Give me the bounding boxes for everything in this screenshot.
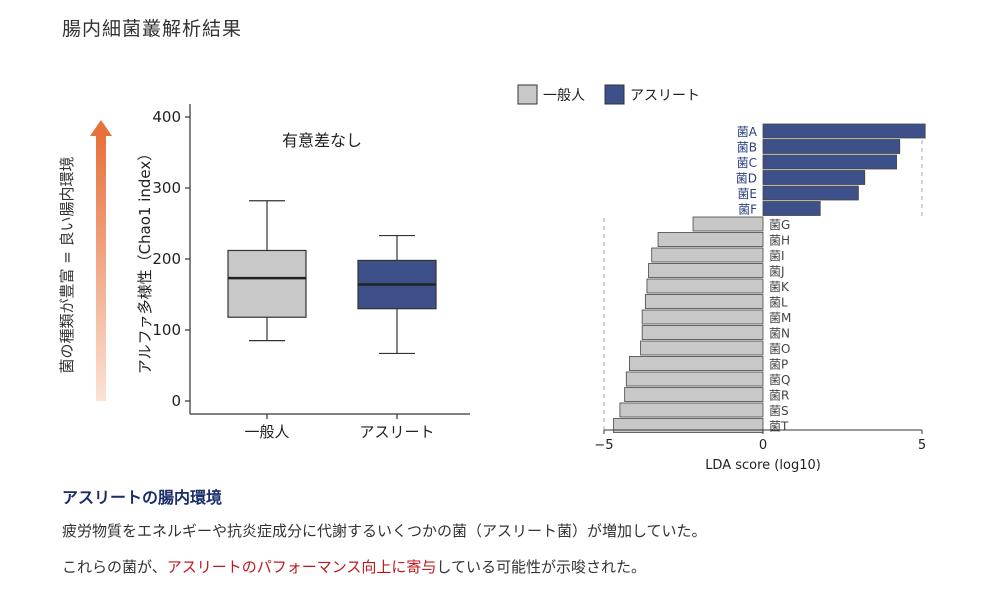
box-general [227, 200, 307, 342]
bar-label: 菌B [737, 141, 757, 155]
bar-label: 菌T [769, 420, 789, 434]
bar-label: 菌K [769, 280, 790, 294]
bar-菌B [762, 139, 901, 154]
notes-line-2-highlight: アスリートのパフォーマンス向上に寄与 [166, 558, 437, 576]
x-tick-label: アスリート [359, 423, 434, 441]
bar-菌G [692, 216, 764, 232]
bar-菌I [651, 247, 764, 263]
bar-label: 菌G [769, 218, 790, 232]
y-tick-label: 200 [152, 250, 181, 268]
bar-label: 菌D [736, 172, 757, 186]
x-tick-label: −5 [594, 438, 613, 453]
y-tick-label: 400 [152, 108, 181, 126]
bar-label: 菌J [769, 265, 785, 279]
notes-line-1: 疲労物質をエネルギーや抗炎症成分に代謝するいくつかの菌（アスリート菌）が増加して… [62, 522, 707, 540]
richness-arrow [90, 120, 112, 401]
bar-label: 菌L [769, 296, 788, 310]
bar-菌O [640, 340, 764, 356]
bar-label: 菌C [737, 156, 757, 170]
bar-菌H [657, 232, 764, 247]
bar-label: 菌E [737, 187, 757, 201]
bar-label: 菌O [769, 342, 790, 356]
y-axis-label: アルファ多様性（Chao1 index） [136, 146, 154, 375]
legend-swatch [604, 84, 625, 105]
y-tick-label: 0 [171, 392, 181, 410]
notes-line-2-pre: これらの菌が、 [62, 558, 167, 576]
bar-label: 菌R [769, 389, 789, 403]
notes-line-2: これらの菌が、アスリートのパフォーマンス向上に寄与している可能性が示唆された。 [62, 556, 646, 577]
arrow-shaft [96, 134, 106, 401]
legend-label: アスリート [630, 88, 700, 104]
bar-label: 菌Q [769, 373, 790, 387]
bar-label: 菌H [769, 234, 790, 248]
bar-菌C [762, 154, 897, 170]
side-label: 菌の種類が豊富 = 良い腸内環境 [58, 156, 76, 373]
legend-swatch [517, 84, 538, 105]
box-athlete [357, 234, 437, 355]
bar-菌A [762, 123, 926, 139]
bar-label: 菌I [769, 249, 785, 263]
bar-菌Q [625, 371, 764, 387]
bar-菌R [624, 387, 764, 402]
box-iqr [227, 249, 307, 318]
bar-菌N [641, 325, 764, 340]
bar-菌M [641, 309, 764, 325]
bar-菌P [629, 356, 764, 371]
bar-菌L [644, 294, 764, 309]
bar-菌J [648, 263, 764, 278]
x-tick-label: 0 [759, 438, 767, 453]
bar-菌E [762, 185, 859, 201]
page-title: 腸内細菌叢解析結果 [62, 18, 243, 40]
y-tick-label: 300 [152, 179, 181, 197]
arrow-head [90, 120, 112, 136]
bar-label: 菌M [769, 311, 791, 325]
bar-菌T [613, 418, 764, 433]
bar-label: 菌F [738, 203, 757, 217]
notes-line-2-post: している可能性が示唆された。 [436, 558, 646, 576]
bar-label: 菌N [769, 327, 790, 341]
x-axis-label: LDA score (log10) [705, 458, 821, 473]
bar-菌S [619, 402, 764, 418]
notes-heading: アスリートの腸内環境 [62, 488, 223, 507]
bar-label: 菌A [737, 125, 758, 139]
x-tick-label: 5 [918, 438, 926, 453]
x-tick-label: 一般人 [244, 423, 289, 441]
bar-label: 菌P [769, 358, 788, 372]
significance-annotation: 有意差なし [282, 131, 362, 150]
bar-菌F [762, 201, 821, 216]
bar-菌D [762, 170, 866, 185]
y-tick-label: 100 [152, 321, 181, 339]
bar-label: 菌S [769, 404, 789, 418]
legend-label: 一般人 [543, 88, 585, 104]
chart-legend: 一般人 アスリート [517, 84, 700, 105]
bar-菌K [646, 278, 764, 294]
boxplot-chart: 0 100 200 300 400 アルファ多様性（Chao1 index） 有意差なし一般… [136, 104, 470, 441]
